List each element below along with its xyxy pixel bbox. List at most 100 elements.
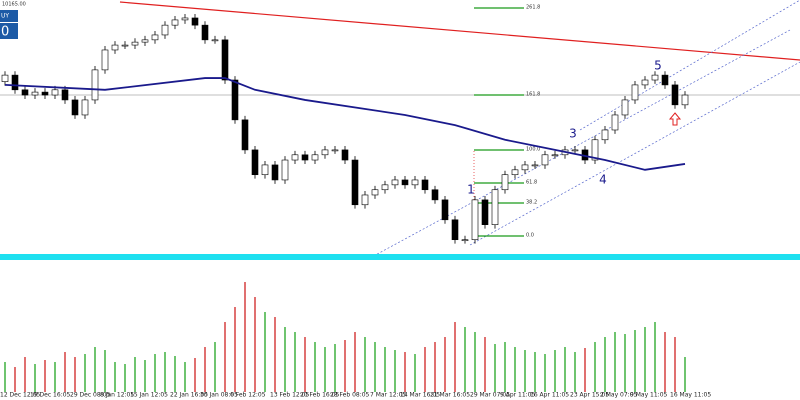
wave-label: 3 (569, 127, 577, 141)
volume-bar (344, 340, 346, 392)
candle-body (471, 199, 479, 241)
volume (4, 282, 686, 392)
x-tick-label: 20 Feb 16:05 (300, 392, 340, 399)
volume-bar (174, 356, 176, 392)
candle-body (451, 219, 459, 241)
candle-body (401, 179, 409, 186)
buy-label: UY (1, 13, 9, 20)
candle-body (141, 39, 149, 43)
x-tick-label: 12 Dec 12:05 (0, 392, 41, 399)
volume-bar (454, 322, 456, 392)
x-tick-label: 14 Mar 16:05 (400, 392, 440, 399)
volume-bar (274, 317, 276, 392)
candle-body (361, 194, 369, 206)
candle-body (501, 174, 509, 191)
candle-body (71, 99, 79, 116)
buy-value: 0 (1, 25, 9, 40)
moving-average (4, 77, 686, 171)
candle-body (541, 154, 549, 166)
candle-body (391, 179, 399, 186)
volume-bar (574, 352, 576, 392)
buy-button[interactable] (0, 10, 18, 22)
volume-bar (134, 357, 136, 392)
x-tick-label: 7 Mar 12:05 (370, 392, 406, 399)
volume-bar (594, 342, 596, 392)
volume-bar (234, 307, 236, 392)
volume-bar (184, 362, 186, 392)
candles (1, 14, 689, 244)
volume-bar (684, 357, 686, 392)
candle-body (211, 39, 219, 42)
volume-bar (164, 352, 166, 392)
volume-bar (154, 354, 156, 392)
candle-body (681, 94, 689, 106)
volume-bar (114, 362, 116, 392)
volume-bar (194, 358, 196, 392)
candle-body (331, 149, 339, 152)
volume-bar (104, 350, 106, 392)
candle-body (371, 189, 379, 196)
volume-bar (624, 334, 626, 392)
buy-value-box (0, 23, 18, 39)
volume-bar (664, 332, 666, 392)
volume-bar (324, 347, 326, 392)
candle-body (481, 199, 489, 225)
volume-bar (294, 332, 296, 392)
candle-body (101, 49, 109, 71)
candle-body (301, 154, 309, 161)
candle-body (611, 114, 619, 131)
volume-bar (414, 354, 416, 392)
candle-body (381, 184, 389, 191)
candle-body (341, 149, 349, 161)
volume-bar (364, 337, 366, 392)
candle-body (591, 139, 599, 161)
volume-bar (464, 327, 466, 392)
volume-bar (24, 357, 26, 392)
candle-body (201, 24, 209, 41)
candle-body (651, 74, 659, 81)
candle-body (251, 149, 259, 176)
x-tick-label: 2 May 07:05 (600, 392, 638, 399)
volume-bar (314, 342, 316, 392)
channel-line (469, 61, 800, 246)
volume-bar (424, 347, 426, 392)
volume-bar (394, 350, 396, 392)
volume-bar (674, 337, 676, 392)
volume-bar (124, 364, 126, 392)
candle-body (231, 79, 239, 121)
volume-bar (434, 342, 436, 392)
volume-bar (244, 282, 246, 392)
x-tick-label: 29 Mar 07:05 (470, 392, 510, 399)
volume-bar (374, 342, 376, 392)
x-tick-label: 29 Dec 08:05 (70, 392, 111, 399)
x-tick-label: 9 May 11:05 (630, 392, 668, 399)
volume-bar (444, 337, 446, 392)
candle-body (291, 154, 299, 161)
volume-bar (404, 352, 406, 392)
candle-body (421, 179, 429, 191)
volume-bar (4, 362, 6, 392)
volume-bar (544, 354, 546, 392)
volume-bar (524, 350, 526, 392)
fib-label: 38.2 (526, 200, 537, 206)
fib-label: 100.0 (526, 147, 540, 153)
candle-body (191, 17, 199, 26)
volume-bar (614, 332, 616, 392)
volume-bar (504, 342, 506, 392)
volume-bar (84, 354, 86, 392)
volume-bar (384, 347, 386, 392)
candle-body (351, 159, 359, 206)
x-tick-label: 22 Jan 16:05 (170, 392, 208, 399)
x-tick-label: 30 Jan 08:05 (200, 392, 238, 399)
volume-bar (534, 352, 536, 392)
candle-body (31, 91, 39, 96)
price-label: 10165.00 (2, 2, 26, 8)
volume-bar (34, 364, 36, 392)
candle-body (411, 179, 419, 186)
x-tick-label: 16 Apr 11:05 (530, 392, 569, 399)
x-tick-label: 28 Feb 08:05 (330, 392, 370, 399)
candle-body (571, 149, 579, 152)
volume-bar (514, 347, 516, 392)
candle-body (41, 91, 49, 96)
candle-body (271, 164, 279, 181)
